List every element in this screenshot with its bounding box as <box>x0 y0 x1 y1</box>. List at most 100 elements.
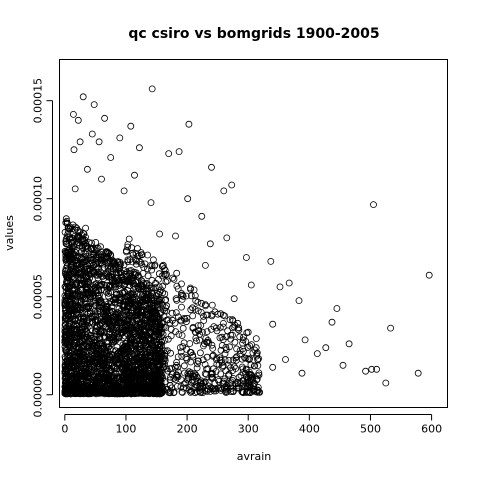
data-point <box>246 342 254 350</box>
data-point <box>115 333 122 341</box>
data-point <box>160 270 168 278</box>
data-point <box>207 373 215 381</box>
data-point <box>189 351 197 359</box>
data-point <box>67 263 75 271</box>
data-point <box>71 358 79 366</box>
data-point <box>86 266 93 274</box>
data-point <box>162 278 170 286</box>
data-point <box>215 377 223 385</box>
data-point <box>201 360 209 368</box>
data-point <box>218 342 226 349</box>
data-point <box>101 114 108 122</box>
data-point <box>251 362 259 370</box>
data-point <box>97 308 105 316</box>
data-point <box>61 292 69 300</box>
data-point <box>94 388 102 396</box>
data-point <box>172 232 179 240</box>
data-point <box>232 356 240 364</box>
data-point <box>91 301 99 309</box>
data-point <box>213 327 221 335</box>
data-point <box>61 300 69 308</box>
data-point <box>82 224 89 232</box>
data-point <box>141 317 149 325</box>
data-point <box>177 348 185 356</box>
data-point <box>298 369 306 377</box>
data-point <box>187 387 195 395</box>
data-point <box>224 361 232 369</box>
data-point <box>159 306 167 314</box>
data-point <box>108 388 116 396</box>
data-point <box>123 358 131 366</box>
data-point <box>172 309 180 317</box>
data-point <box>170 388 178 396</box>
data-point <box>104 258 112 266</box>
data-point <box>147 199 155 207</box>
data-point <box>103 302 111 310</box>
data-point <box>163 270 170 278</box>
data-point <box>71 317 79 325</box>
x-axis-label: avrain <box>237 450 272 463</box>
data-point <box>62 347 70 355</box>
data-point <box>90 253 97 261</box>
data-point <box>147 284 155 292</box>
data-point <box>161 357 169 365</box>
data-point <box>192 297 200 305</box>
data-point <box>152 320 160 328</box>
y-axis-label: values <box>3 215 16 251</box>
data-point <box>72 380 80 388</box>
data-point <box>131 171 138 179</box>
data-point <box>322 344 330 352</box>
data-point <box>235 326 243 334</box>
data-point <box>243 329 251 337</box>
data-point <box>154 367 162 375</box>
data-point <box>94 322 101 330</box>
data-point <box>226 343 233 351</box>
data-point <box>102 385 110 393</box>
data-point <box>222 343 230 351</box>
data-point <box>123 248 130 256</box>
data-point <box>131 356 139 364</box>
data-point <box>82 233 89 241</box>
data-point <box>232 354 240 362</box>
data-point <box>221 387 229 395</box>
data-point <box>104 264 112 272</box>
data-point <box>115 310 123 317</box>
data-point <box>199 389 207 397</box>
data-point <box>114 277 122 284</box>
data-point <box>183 314 191 322</box>
data-point <box>63 340 71 348</box>
data-point <box>74 252 82 260</box>
data-point <box>163 302 171 310</box>
data-point <box>149 372 157 380</box>
data-point <box>201 261 209 269</box>
data-point <box>124 243 131 251</box>
data-point <box>62 366 70 374</box>
data-point <box>178 388 186 396</box>
data-point <box>106 265 114 273</box>
data-point <box>84 165 91 173</box>
data-point <box>99 260 106 268</box>
data-point <box>148 360 156 368</box>
data-point <box>130 370 138 378</box>
data-point <box>147 370 155 378</box>
data-point <box>97 268 104 276</box>
data-point <box>249 386 257 394</box>
data-point <box>105 324 113 332</box>
data-point <box>127 122 135 130</box>
data-point <box>76 242 84 250</box>
data-point <box>129 249 137 257</box>
data-point <box>125 308 132 316</box>
data-point <box>107 250 114 258</box>
data-point <box>126 256 134 264</box>
data-point <box>126 341 133 348</box>
data-point <box>77 264 85 272</box>
data-point <box>173 361 180 369</box>
data-point <box>187 306 195 314</box>
data-point <box>111 379 119 387</box>
data-point <box>207 370 215 378</box>
data-point <box>219 319 227 327</box>
data-point <box>180 339 188 347</box>
data-point <box>131 386 138 394</box>
data-point <box>162 307 170 315</box>
